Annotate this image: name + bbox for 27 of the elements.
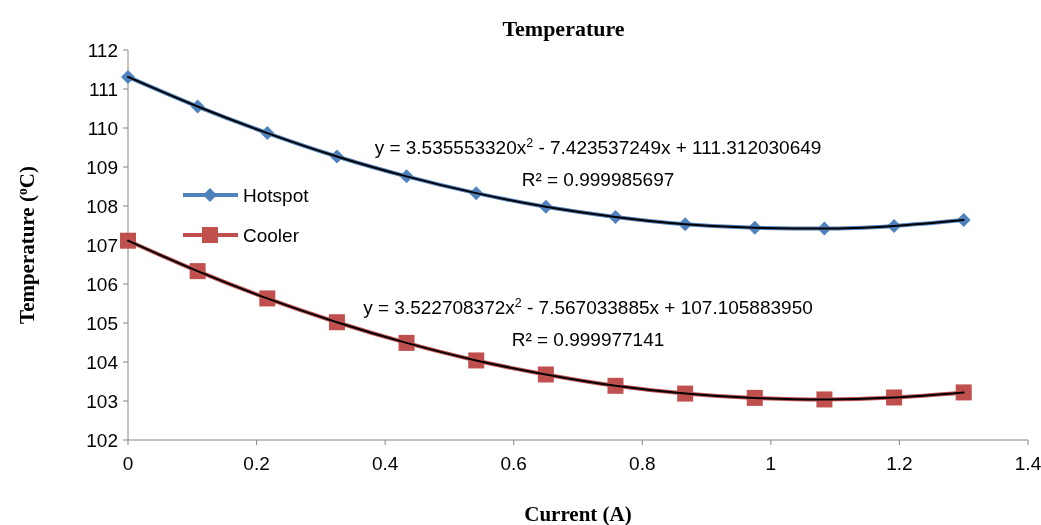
x-tick-label: 0.4 bbox=[371, 453, 399, 474]
y-tick-label: 105 bbox=[86, 313, 118, 334]
x-tick-label: 0.6 bbox=[500, 453, 527, 474]
legend-label: Hotspot bbox=[243, 185, 310, 206]
x-tick-label: 1 bbox=[765, 453, 777, 474]
y-tick-label: 106 bbox=[86, 274, 118, 295]
annotation: y = 3.522708372x$^{2}$ - 7.567033885x + 107.105883950 bbox=[363, 296, 813, 318]
y-tick-label: 109 bbox=[86, 157, 118, 178]
x-tick-label: 0.8 bbox=[629, 453, 656, 474]
x-axis-title: Current (A) bbox=[524, 502, 632, 525]
y-tick-label: 108 bbox=[86, 196, 118, 217]
y-tick-label: 104 bbox=[86, 352, 119, 373]
annotation: y = 3.535553320x$^{2}$ - 7.423537249x + 111.312030649 bbox=[374, 136, 822, 158]
y-tick-label: 103 bbox=[86, 391, 118, 412]
annotation: R² = 0.999977141 bbox=[511, 329, 665, 350]
y-tick-label: 110 bbox=[87, 118, 118, 139]
x-tick-label: 0 bbox=[122, 453, 134, 474]
chart-title: Temperature bbox=[502, 16, 625, 41]
y-tick-label: 112 bbox=[87, 40, 118, 61]
y-tick-label: 111 bbox=[89, 79, 118, 100]
annotation: R² = 0.999985697 bbox=[521, 169, 675, 190]
y-tick-label: 102 bbox=[86, 430, 118, 451]
y-tick-label: 107 bbox=[86, 235, 118, 256]
x-tick-label: 1.2 bbox=[886, 453, 913, 474]
legend-label: Cooler bbox=[243, 225, 300, 246]
x-tick-label: 1.4 bbox=[1014, 453, 1041, 474]
x-tick-label: 0.2 bbox=[243, 453, 270, 474]
